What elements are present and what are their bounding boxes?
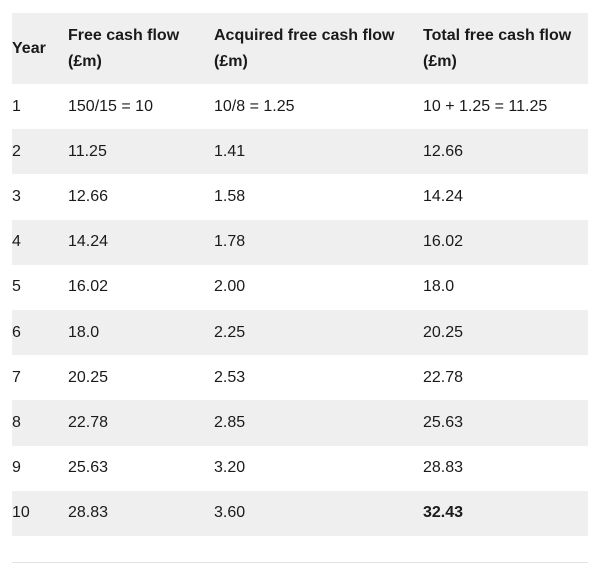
table-row: 10 28.83 3.60 32.43 — [12, 490, 588, 536]
total-free-cash-flow-cell: 20.25 — [423, 323, 464, 341]
acquired-free-cash-flow-cell: 3.20 — [214, 459, 246, 477]
free-cash-flow-cell: 16.02 — [68, 278, 109, 296]
free-cash-flow-cell: 18.0 — [68, 323, 100, 341]
total-free-cash-flow-cell: 22.78 — [423, 368, 464, 386]
header-row: Year Free cash flow (£m) Acquired free c… — [12, 13, 588, 84]
year-cell: 6 — [12, 323, 21, 341]
bottom-divider — [12, 562, 588, 563]
total-free-cash-flow-cell: 28.83 — [423, 459, 464, 477]
header-acquired-free-cash-flow: Acquired free cash flow (£m) — [214, 26, 395, 70]
year-cell: 9 — [12, 459, 21, 477]
table-body: 1 150/15 = 10 10/8 = 1.25 10 + 1.25 = 11… — [12, 84, 588, 536]
total-free-cash-flow-cell: 10 + 1.25 = 11.25 — [423, 97, 548, 115]
acquired-free-cash-flow-cell: 2.25 — [214, 323, 246, 341]
cash-flow-table: Year Free cash flow (£m) Acquired free c… — [12, 13, 588, 536]
header-total-free-cash-flow: Total free cash flow (£m) — [423, 26, 572, 70]
total-free-cash-flow-final-cell: 32.43 — [423, 504, 464, 522]
free-cash-flow-cell: 14.24 — [68, 233, 109, 251]
table-row: 4 14.24 1.78 16.02 — [12, 219, 588, 265]
free-cash-flow-cell: 20.25 — [68, 368, 109, 386]
cash-flow-table-container: Year Free cash flow (£m) Acquired free c… — [12, 13, 588, 536]
total-free-cash-flow-cell: 25.63 — [423, 413, 464, 431]
acquired-free-cash-flow-cell: 2.53 — [214, 368, 246, 386]
table-row: 2 11.25 1.41 12.66 — [12, 129, 588, 175]
year-cell: 10 — [12, 504, 30, 522]
year-cell: 8 — [12, 413, 21, 431]
free-cash-flow-cell: 12.66 — [68, 187, 109, 205]
table-row: 6 18.0 2.25 20.25 — [12, 309, 588, 356]
free-cash-flow-cell: 22.78 — [68, 413, 109, 431]
year-cell: 5 — [12, 278, 21, 296]
table-row: 1 150/15 = 10 10/8 = 1.25 10 + 1.25 = 11… — [12, 84, 588, 130]
year-cell: 2 — [12, 142, 21, 160]
free-cash-flow-cell: 11.25 — [68, 142, 107, 160]
table-row: 7 20.25 2.53 22.78 — [12, 355, 588, 401]
total-free-cash-flow-cell: 14.24 — [423, 187, 464, 205]
year-cell: 1 — [12, 97, 21, 115]
acquired-free-cash-flow-cell: 3.60 — [214, 504, 246, 522]
acquired-free-cash-flow-cell: 2.00 — [214, 278, 246, 296]
total-free-cash-flow-cell: 12.66 — [423, 142, 464, 160]
acquired-free-cash-flow-cell: 1.78 — [214, 233, 246, 251]
table-row: 8 22.78 2.85 25.63 — [12, 400, 588, 446]
free-cash-flow-cell: 150/15 = 10 — [68, 97, 153, 115]
table-row: 3 12.66 1.58 14.24 — [12, 174, 588, 220]
total-free-cash-flow-cell: 16.02 — [423, 233, 464, 251]
header-year: Year — [12, 39, 46, 57]
table-row: 9 25.63 3.20 28.83 — [12, 445, 588, 491]
acquired-free-cash-flow-cell: 10/8 = 1.25 — [214, 97, 295, 115]
year-cell: 7 — [12, 368, 21, 386]
table-header: Year Free cash flow (£m) Acquired free c… — [12, 13, 588, 84]
free-cash-flow-cell: 25.63 — [68, 459, 109, 477]
table-row: 5 16.02 2.00 18.0 — [12, 264, 588, 310]
acquired-free-cash-flow-cell: 1.58 — [214, 187, 246, 205]
acquired-free-cash-flow-cell: 2.85 — [214, 413, 246, 431]
year-cell: 4 — [12, 233, 21, 251]
total-free-cash-flow-cell: 18.0 — [423, 278, 455, 296]
header-free-cash-flow: Free cash flow (£m) — [68, 26, 180, 70]
year-cell: 3 — [12, 187, 21, 205]
free-cash-flow-cell: 28.83 — [68, 504, 109, 522]
acquired-free-cash-flow-cell: 1.41 — [214, 142, 246, 160]
